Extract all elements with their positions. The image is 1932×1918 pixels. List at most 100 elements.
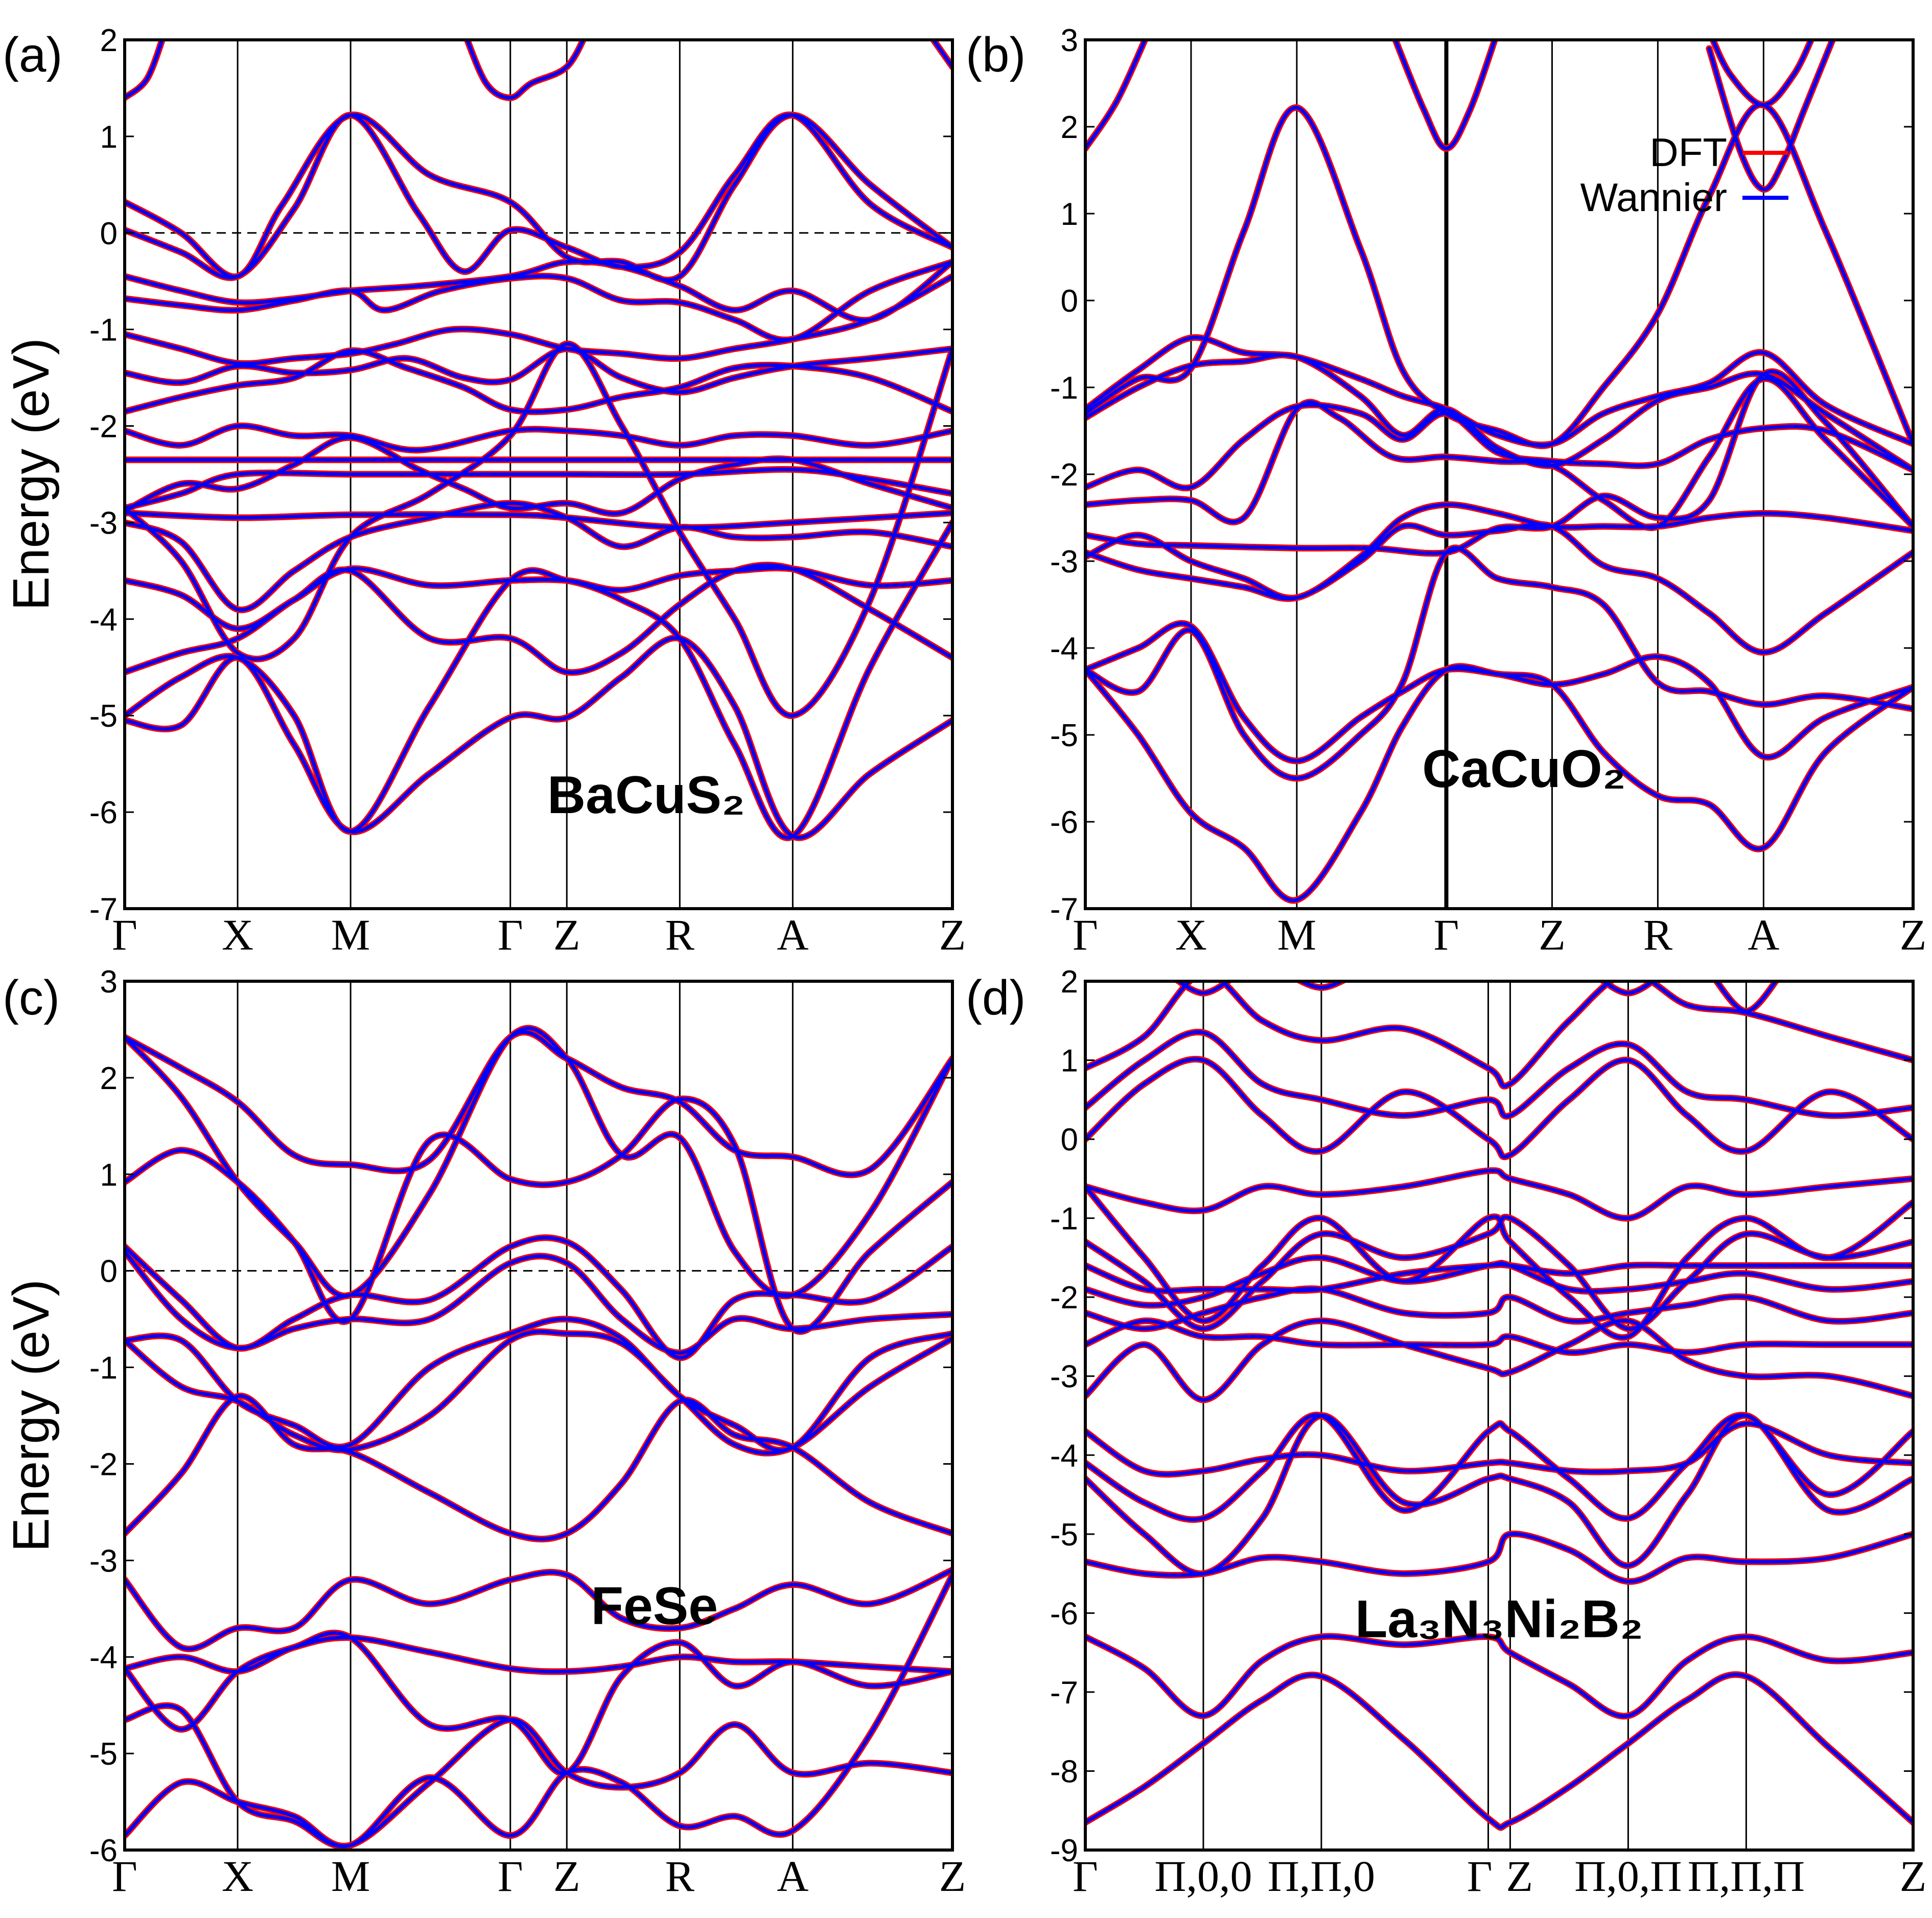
y-tick-label: -6	[1050, 805, 1078, 840]
y-tick-label: -8	[1050, 1754, 1078, 1789]
dft-band-0	[1085, 1671, 1913, 1831]
wannier-band-6	[1085, 353, 1913, 472]
wannier-band-1	[465, 40, 586, 100]
wannier-band-5	[1085, 1421, 1913, 1476]
y-tick-label: 0	[1061, 1122, 1078, 1158]
k-label: Π,Π,Π	[1688, 1852, 1805, 1901]
y-tick-label: -2	[89, 409, 118, 445]
k-label: R	[665, 910, 695, 959]
material-label: CaCuO₂	[1422, 740, 1626, 799]
wannier-band-0	[125, 1030, 952, 1177]
k-label: Γ	[498, 910, 523, 959]
wannier-band-0	[1085, 1673, 1913, 1830]
y-tick-label: -3	[89, 505, 118, 541]
y-tick-label: 2	[100, 23, 118, 58]
y-tick-label: -7	[89, 892, 118, 927]
y-tick-label: -5	[1050, 1517, 1078, 1553]
dft-band-20	[125, 340, 952, 719]
wannier-band-2	[125, 1097, 952, 1333]
wannier-band-14	[1085, 546, 1913, 780]
wannier-band-19	[1600, 981, 1656, 995]
y-tick-label: -2	[1050, 457, 1078, 493]
k-label: Γ	[498, 1852, 523, 1901]
wannier-band-3	[1707, 40, 1835, 191]
k-label: X	[1175, 910, 1207, 959]
wannier-band-7	[1085, 403, 1913, 490]
wannier-band-11	[125, 1703, 952, 1848]
wannier-band-11	[1085, 522, 1913, 654]
wannier-band-20	[125, 342, 952, 718]
wannier-band-19	[125, 520, 952, 840]
k-label: Z	[939, 910, 966, 959]
wannier-band-20	[1714, 981, 1778, 1013]
wannier-band-8	[1085, 1287, 1913, 1331]
y-axis-label: Energy (eV)	[3, 338, 60, 611]
k-label: Γ	[1073, 1852, 1098, 1901]
wannier-band-6	[1085, 1319, 1913, 1402]
wannier-band-13	[125, 435, 952, 516]
wannier-band-7	[125, 1394, 952, 1541]
dft-band-0	[125, 1029, 952, 1178]
y-tick-label: -6	[89, 1833, 118, 1868]
wannier-band-18	[1297, 981, 1346, 989]
wannier-band-4	[125, 1250, 952, 1355]
y-tick-label: -4	[89, 1640, 118, 1675]
y-tick-label: -1	[1050, 371, 1078, 406]
wannier-band-11	[1085, 1215, 1913, 1331]
bands	[125, 1025, 952, 1850]
dft-band-8	[125, 1566, 952, 1652]
k-label: Γ	[112, 910, 137, 959]
plot-frame	[123, 38, 954, 910]
k-label: Π,0,0	[1154, 1852, 1252, 1901]
y-tick-label: 0	[100, 216, 118, 251]
wannier-band-12	[125, 1573, 952, 1848]
k-label: Z	[1900, 910, 1927, 959]
wannier-band-3	[125, 113, 952, 282]
k-label: R	[665, 1852, 695, 1901]
dft-band-18	[125, 634, 952, 841]
y-tick-label: -6	[89, 795, 118, 830]
material-label: FeSe	[591, 1577, 718, 1636]
wannier-band-4	[1085, 1413, 1913, 1521]
y-axis-label: Energy (eV)	[3, 1279, 60, 1552]
panel-letter: (d)	[966, 970, 1026, 1025]
y-tick-label: 1	[1061, 1044, 1078, 1079]
wannier-band-5	[125, 259, 952, 322]
k-label: X	[222, 910, 253, 959]
k-label: M	[331, 910, 370, 959]
y-tick-label: -5	[89, 1737, 118, 1772]
wannier-band-9	[125, 349, 952, 414]
wannier-band-12	[1085, 1185, 1913, 1339]
dft-band-10	[1085, 1261, 1913, 1295]
wannier-band-12	[125, 467, 952, 510]
y-tick-label: -1	[89, 313, 118, 348]
wannier-band-12	[1085, 621, 1913, 763]
y-tick-label: -2	[89, 1447, 118, 1482]
bands	[125, 40, 952, 841]
k-label: A	[777, 910, 808, 959]
material-label: La₃N₃Ni₂B₂	[1355, 1590, 1643, 1649]
wannier-band-1	[1085, 1634, 1913, 1718]
y-tick-label: -7	[1050, 1675, 1078, 1711]
k-label: Γ	[1073, 910, 1098, 959]
y-tick-label: 1	[1061, 197, 1078, 232]
k-label: R	[1643, 910, 1673, 959]
legend-label: DFT	[1649, 130, 1727, 175]
wannier-band-1	[1393, 40, 1497, 150]
k-label: Π,0,Π	[1574, 1852, 1682, 1901]
plot-frame	[1084, 980, 1915, 1852]
k-label: A	[1748, 910, 1779, 959]
material-label: BaCuS₂	[547, 766, 745, 825]
wannier-band-4	[125, 113, 952, 280]
y-tick-label: -1	[1050, 1201, 1078, 1237]
panel-letter: (c)	[3, 970, 60, 1025]
wannier-band-10	[1085, 502, 1913, 600]
y-tick-label: -1	[89, 1351, 118, 1386]
k-label: Γ	[112, 1852, 137, 1901]
bands	[1085, 40, 1913, 904]
y-tick-label: -4	[1050, 631, 1078, 666]
